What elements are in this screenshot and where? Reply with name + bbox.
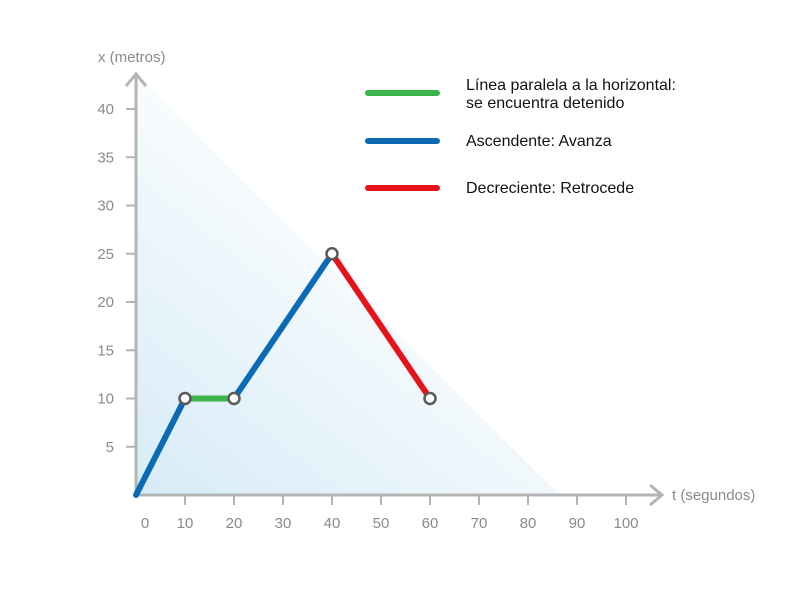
y-tick-label: 30 bbox=[97, 198, 114, 215]
legend: Línea paralela a la horizontal:se encuen… bbox=[365, 77, 676, 197]
y-tick-label: 25 bbox=[97, 246, 114, 263]
x-tick-label: 50 bbox=[373, 515, 390, 532]
x-tick-label: 80 bbox=[520, 515, 537, 532]
y-tick-label: 20 bbox=[97, 294, 114, 311]
x-tick-label: 90 bbox=[569, 515, 586, 532]
x-tick-label: 20 bbox=[226, 515, 243, 532]
data-markers bbox=[178, 247, 437, 406]
legend-label: se encuentra detenido bbox=[466, 95, 624, 112]
x-axis-arrow-icon bbox=[649, 483, 665, 507]
data-segments bbox=[133, 250, 433, 498]
series-segment bbox=[329, 250, 433, 402]
x-tick-label: 60 bbox=[422, 515, 439, 532]
series-segment bbox=[133, 395, 188, 498]
y-axis-title: x (metros) bbox=[98, 49, 166, 66]
x-tick-label: 0 bbox=[141, 515, 149, 532]
y-axis-arrow-icon bbox=[124, 71, 148, 87]
y-tick-label: 40 bbox=[97, 101, 114, 118]
series-segment bbox=[231, 250, 335, 402]
x-tick-label: 40 bbox=[324, 515, 341, 532]
x-axis-ticks: 0 10 20 30 40 50 60 70 80 90 100 bbox=[141, 495, 639, 532]
data-point-marker bbox=[227, 391, 241, 406]
y-tick-label: 10 bbox=[97, 391, 114, 408]
x-tick-label: 30 bbox=[275, 515, 292, 532]
x-tick-label: 100 bbox=[613, 515, 638, 532]
y-axis-ticks: 5 10 15 20 25 30 35 40 bbox=[97, 101, 136, 456]
y-tick-label: 5 bbox=[106, 439, 114, 456]
data-point-marker bbox=[178, 391, 192, 406]
x-tick-label: 10 bbox=[177, 515, 194, 532]
y-tick-label: 15 bbox=[97, 342, 114, 359]
y-tick-label: 35 bbox=[97, 149, 114, 166]
x-axis-title: t (segundos) bbox=[672, 487, 755, 504]
x-tick-label: 70 bbox=[471, 515, 488, 532]
data-point-marker bbox=[423, 391, 437, 406]
legend-label: Ascendente: Avanza bbox=[466, 133, 612, 150]
data-point-marker bbox=[325, 247, 339, 261]
legend-label: Línea paralela a la horizontal: bbox=[466, 77, 676, 94]
legend-label: Decreciente: Retrocede bbox=[466, 180, 634, 197]
